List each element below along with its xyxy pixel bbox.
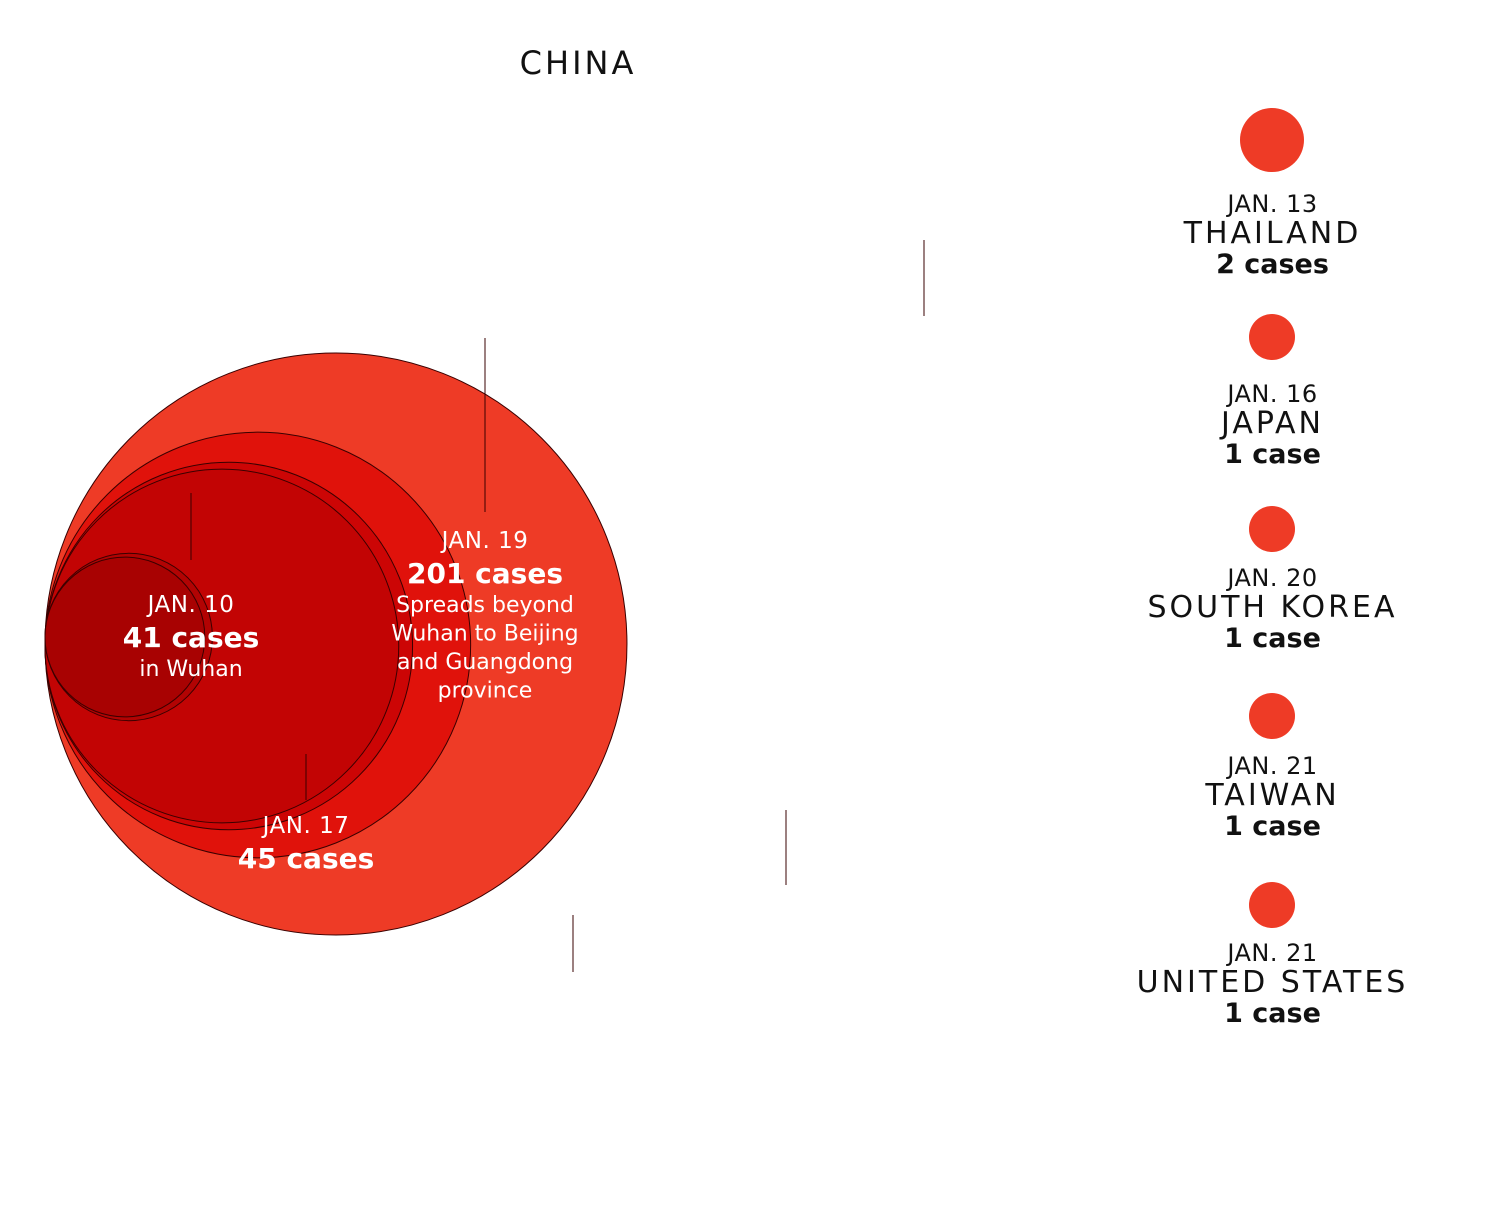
bubble-cases: 45 cases xyxy=(238,842,375,875)
country-cases: 1 case xyxy=(1224,623,1321,654)
bubble-note-line: and Guangdong xyxy=(397,650,573,675)
bubble-cases: 291 cases xyxy=(708,937,864,970)
chart-title: CHINA xyxy=(520,44,637,82)
bubble-label: JAN. 17 45 cases xyxy=(238,813,375,875)
country-cases: 1 case xyxy=(1224,811,1321,842)
bubble-cases: 41 cases xyxy=(123,621,260,654)
bubble-note-line: Hong Kong, Macao, xyxy=(818,452,1030,477)
bubble-date: JAN. 19 xyxy=(440,528,529,554)
country-name: TAIWAN xyxy=(1205,778,1340,813)
country-label: JAN. 21 UNITED STATES 1 case xyxy=(1130,939,1415,1029)
country-name: JAPAN xyxy=(1221,406,1324,441)
country-name: SOUTH KOREA xyxy=(1147,590,1398,625)
bubble-date: JAN. 21 xyxy=(741,908,830,934)
bubble-label: JAN. 22 544 cases in Wuhan, Beijing, Shangh… xyxy=(818,330,1030,591)
bubble-label: JAN. 10 41 cases in Wuhan xyxy=(123,592,260,682)
country-date: JAN. 21 xyxy=(1227,939,1318,967)
country-date: JAN. 20 xyxy=(1227,564,1318,592)
bubble-cases: 201 cases xyxy=(407,557,563,590)
country-dot xyxy=(1249,506,1295,552)
country-cases: 1 case xyxy=(1224,439,1321,470)
bubble-note-line: in Wuhan xyxy=(139,657,242,682)
bubble-cases: 544 cases xyxy=(846,359,1002,392)
country-name: THAILAND xyxy=(1183,216,1362,251)
country-date: JAN. 13 xyxy=(1227,190,1318,218)
bubble-note-line: province xyxy=(438,679,533,704)
bubble-label: JAN. 19 201 cases Spreads beyond Wuhan to B… xyxy=(391,528,578,704)
bubble-date: JAN. 10 xyxy=(146,592,235,618)
bubble-note-line: Beijing, Shanghai, xyxy=(825,424,1024,449)
country-label: JAN. 16 JAPAN 1 case xyxy=(1130,380,1415,470)
bubble-label: JAN. 21 291 cases xyxy=(708,908,864,970)
country-dot xyxy=(1249,882,1295,928)
country-dot xyxy=(1249,693,1295,739)
country-name: UNITED STATES xyxy=(1136,965,1409,1000)
bubble-note-line: and other xyxy=(871,481,979,506)
bubble-note-line: Includes xyxy=(878,538,970,563)
bubble-label: JAN. 20 217 cases xyxy=(495,985,651,1047)
bubble-note-line: Spreads beyond xyxy=(396,593,574,618)
bubble-date: JAN. 22 xyxy=(879,330,968,356)
bubble-cases: 217 cases xyxy=(495,1014,651,1047)
country-dot xyxy=(1240,108,1304,172)
country-dot xyxy=(1249,314,1295,360)
bubble-note-line: 17 deaths. xyxy=(866,566,983,591)
country-label: JAN. 20 SOUTH KOREA 1 case xyxy=(1130,564,1415,654)
country-cases: 1 case xyxy=(1224,998,1321,1029)
bubble-date: JAN. 20 xyxy=(528,985,617,1011)
bubble-note-line: locations. xyxy=(871,509,977,534)
country-date: JAN. 16 xyxy=(1227,380,1318,408)
country-date: JAN. 21 xyxy=(1227,752,1318,780)
bubble-note-line: in Wuhan, xyxy=(869,395,979,420)
bubble-jan10 xyxy=(44,556,206,718)
bubble-note-line: Wuhan to Beijing xyxy=(391,622,578,647)
country-label: JAN. 13 THAILAND 2 cases xyxy=(1130,190,1415,280)
bubble-date: JAN. 17 xyxy=(261,813,350,839)
country-label: JAN. 21 TAIWAN 1 case xyxy=(1130,752,1415,842)
country-cases: 2 cases xyxy=(1216,249,1329,280)
